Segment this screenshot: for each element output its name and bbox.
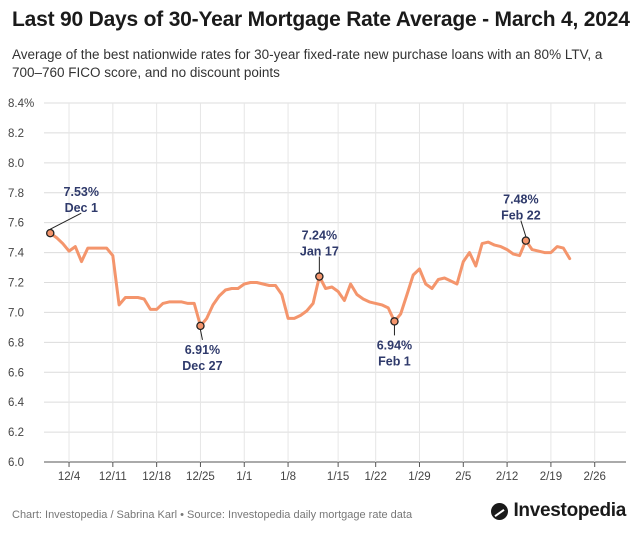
annotation-rate: 7.48% [503,193,538,207]
y-tick-label: 6.4 [8,397,25,409]
x-tick-label: 12/11 [99,471,127,483]
chart-subtitle: Average of the best nationwide rates for… [12,47,603,80]
x-tick-label: 2/19 [540,471,562,483]
logo-text: Investopedia [513,500,626,521]
annotation-date: Dec 1 [65,201,98,215]
x-tick-label: 12/18 [142,471,171,483]
annotation-rate: 7.53% [64,185,99,199]
y-tick-label: 6.6 [8,367,24,379]
annotation-marker [46,228,55,238]
investopedia-logo-icon [491,502,509,520]
x-tick-label: 12/4 [58,471,81,483]
y-tick-label: 8.4% [8,98,34,110]
annotation-marker [196,321,205,331]
y-tick-label: 7.0 [8,307,24,319]
y-tick-label: 7.8 [8,188,24,200]
annotation-rate: 7.24% [302,229,337,243]
annotation-date: Jan 17 [300,245,339,259]
annotation-date: Dec 27 [182,359,222,373]
annotation: 6.94% Feb 1 [377,317,412,368]
x-tick-label: 2/26 [584,471,606,483]
chart-title: Last 90 Days of 30-Year Mortgage Rate Av… [12,8,630,31]
rate-line [48,231,572,328]
y-tick-label: 7.6 [8,218,24,230]
x-tick-label: 2/5 [455,471,471,483]
grid-lines [44,102,626,463]
annotation-date: Feb 22 [501,209,541,223]
annotation-marker [390,317,399,326]
annotation: 6.91% Dec 27 [182,321,223,373]
x-tick-label: 1/29 [408,471,430,483]
y-tick-label: 6.2 [8,427,24,439]
annotation-marker [315,272,324,281]
series-line [48,231,572,328]
x-tick-label: 12/25 [186,471,215,483]
annotation-leader [520,220,527,237]
annotation-leader [199,329,203,340]
annotation-rate: 6.91% [185,343,220,357]
y-tick-label: 6.0 [8,457,24,469]
x-tick-label: 1/15 [327,471,349,483]
x-tick-label: 1/8 [280,471,296,483]
y-tick-label: 8.2 [8,128,24,140]
annotation-leader [50,212,82,230]
annotations: 7.53% Dec 1 6.91% Dec 27 7.24% Jan 17 6.94% Feb… [46,185,541,373]
x-tick-label: 2/12 [496,471,518,483]
y-tick-label: 8.0 [8,158,24,170]
annotation: 7.53% Dec 1 [46,185,99,238]
annotation: 7.48% Feb 22 [501,193,541,245]
y-tick-label: 7.4 [8,248,25,260]
chart-credit: Chart: Investopedia / Sabrina Karl • Sou… [12,509,413,521]
axes: 6.0 6.2 6.4 6.6 6.8 7.0 7.2 7.4 7.6 7.8 8.0 8.2 8.4%… [8,98,606,483]
annotation-date: Feb 1 [378,354,411,368]
x-tick-label: 1/1 [236,471,252,483]
annotation-rate: 6.94% [377,338,412,352]
y-tick-label: 6.8 [8,337,24,349]
y-tick-label: 7.2 [8,278,24,290]
x-tick-label: 1/22 [364,471,386,483]
annotation-marker [521,236,531,245]
annotation: 7.24% Jan 17 [300,229,339,281]
investopedia-logo: Investopedia [491,500,626,522]
